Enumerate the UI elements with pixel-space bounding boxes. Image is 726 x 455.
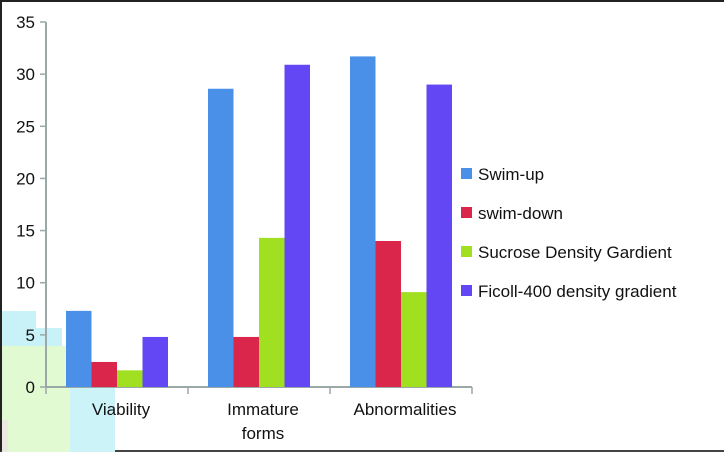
legend-label: Swim-up [478, 165, 544, 184]
x-category-label: Viability [92, 400, 151, 419]
bar-sucrose-density-gardient [401, 292, 427, 387]
bar-swim-down [91, 361, 117, 387]
x-category-label: Immature [227, 400, 299, 419]
x-category-label: Abnormalities [354, 400, 457, 419]
legend-swatch [461, 285, 472, 296]
artifact-cyan-column [70, 388, 115, 452]
legend-swatch [461, 168, 472, 179]
y-tick-label: 10 [16, 274, 35, 293]
bar-sucrose-density-gardient [259, 237, 285, 387]
bar-ficoll-400-density-gradient [284, 64, 310, 387]
y-tick-label: 0 [26, 378, 35, 397]
legend-label: Sucrose Density Gardient [478, 243, 672, 262]
artifact-green-block [2, 346, 70, 452]
legend-label: Ficoll-400 density gradient [478, 282, 677, 301]
bar-swim-down [375, 241, 401, 387]
bar-swim-up [350, 56, 376, 388]
x-category-label: forms [242, 424, 285, 443]
y-tick-label: 20 [16, 169, 35, 188]
axes: 0 5 10 15 20 25 30 35 Viability Immature forms Abno… [16, 13, 473, 443]
legend: Swim-up swim-down Sucrose Density Gardient… [461, 165, 677, 301]
bar-swim-up [66, 310, 92, 387]
bar-swim-down [233, 336, 259, 387]
y-tick-label: 30 [16, 65, 35, 84]
y-tick-label: 15 [16, 222, 35, 241]
legend-swatch [461, 246, 472, 257]
y-tick-label: 5 [26, 326, 35, 345]
y-tick-label: 25 [16, 117, 35, 136]
legend-label: swim-down [478, 204, 563, 223]
bars [66, 56, 452, 388]
bar-ficoll-400-density-gradient [142, 336, 168, 387]
bar-swim-up [208, 88, 234, 387]
legend-swatch [461, 207, 472, 218]
artifact-green-edge [2, 420, 8, 452]
bar-ficoll-400-density-gradient [426, 84, 452, 388]
bar-sucrose-density-gardient [117, 370, 143, 387]
y-tick-label: 35 [16, 13, 35, 32]
